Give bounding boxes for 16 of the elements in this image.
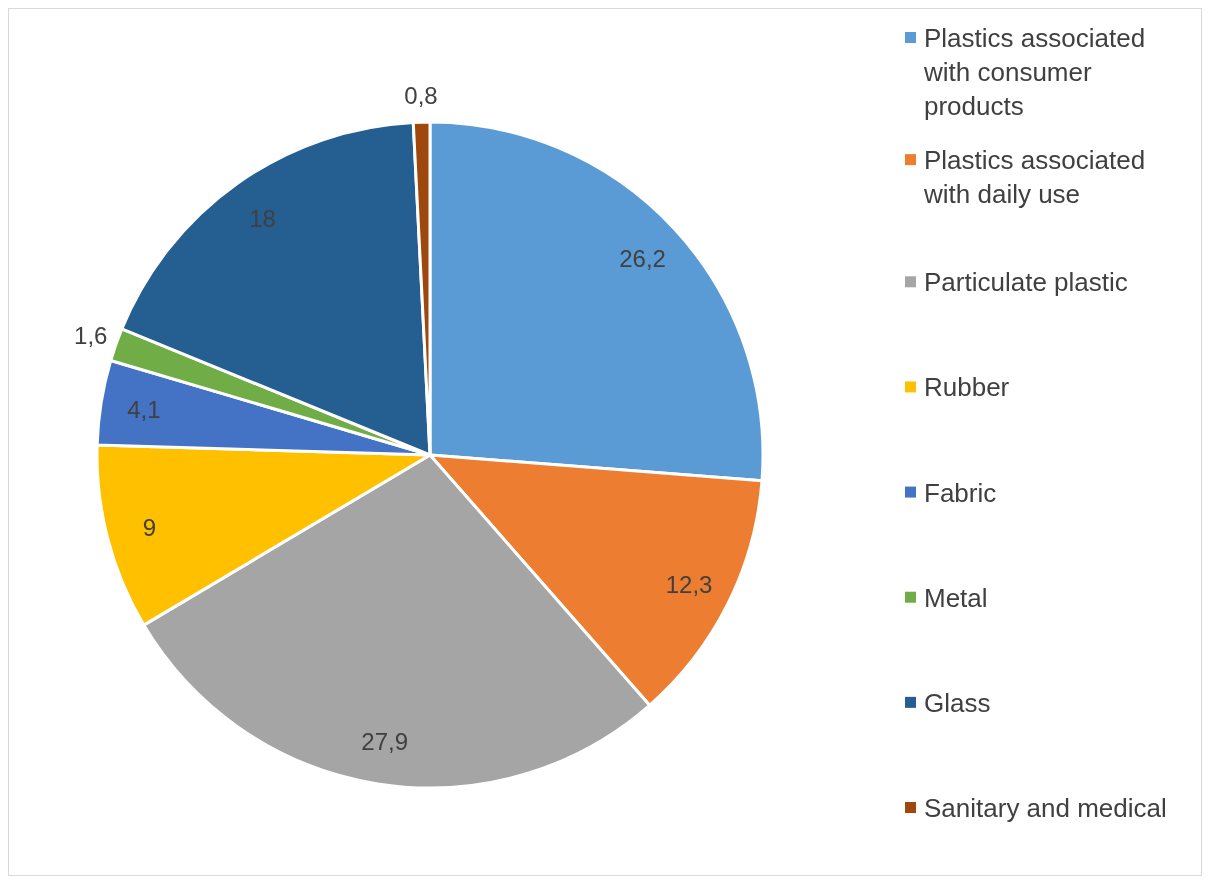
data-label: 1,6 (74, 322, 108, 350)
data-label: 4,1 (127, 395, 161, 423)
data-label: 12,3 (665, 571, 713, 599)
legend-label: Particulate plastic (924, 267, 1128, 298)
legend-label: Glass (924, 687, 991, 718)
data-label: 18 (249, 205, 276, 233)
legend-label: Sanitary and medical (924, 793, 1167, 823)
legend-label: Metal (924, 582, 988, 613)
data-label: 27,9 (361, 727, 408, 755)
data-label: 9 (142, 514, 157, 542)
data-label: 26,2 (619, 244, 666, 272)
legend-label: Fabric (924, 477, 997, 508)
legend-label: Rubber (924, 372, 1010, 403)
legend-label: Plastics associated with daily use (923, 145, 1146, 210)
data-label: 0,8 (404, 81, 438, 109)
legend-label: Plastics associated with consumer products (923, 23, 1146, 121)
